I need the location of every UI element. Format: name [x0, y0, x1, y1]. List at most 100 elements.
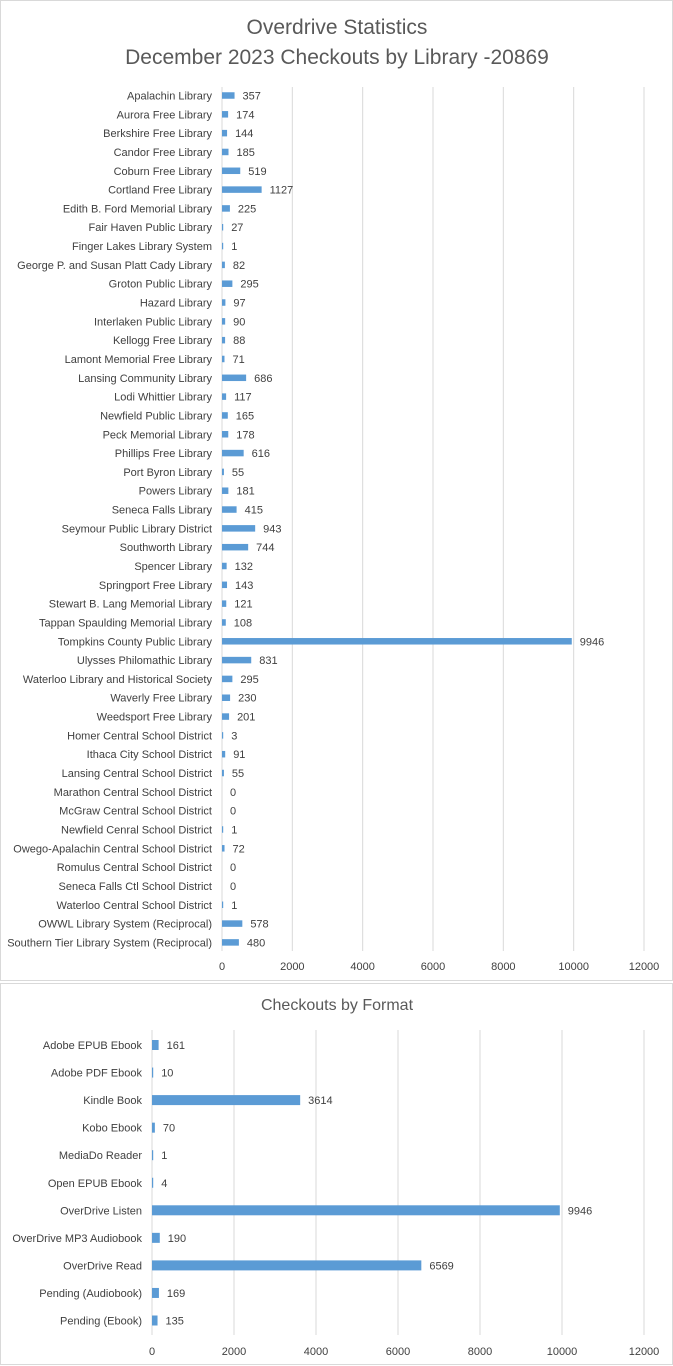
data-label: 169: [167, 1288, 185, 1300]
data-label: 82: [233, 260, 245, 272]
bar: [152, 1260, 422, 1271]
bar: [222, 694, 231, 701]
data-label: 178: [236, 429, 254, 441]
data-label: 121: [234, 599, 252, 611]
category-label: Ulysses Philomathic Library: [77, 655, 213, 667]
category-label: Powers Library: [139, 486, 213, 498]
bar: [152, 1150, 154, 1161]
category-label: OverDrive MP3 Audiobook: [12, 1233, 142, 1245]
library-checkouts-plot: Overdrive Statistics December 2023 Check…: [7, 16, 659, 973]
x-tick-label: 10000: [547, 1346, 578, 1358]
category-label: Adobe EPUB Ebook: [43, 1040, 143, 1052]
category-label: Spencer Library: [134, 561, 212, 573]
data-label: 91: [233, 749, 245, 761]
category-label: Groton Public Library: [109, 279, 213, 291]
data-label: 1: [161, 1150, 167, 1162]
data-label: 3614: [308, 1095, 332, 1107]
bar: [222, 336, 226, 344]
data-label: 108: [234, 617, 252, 629]
category-label: Kobo Ebook: [82, 1123, 142, 1135]
category-label: George P. and Susan Platt Cady Library: [17, 260, 212, 272]
bar: [222, 205, 230, 212]
category-label: Southworth Library: [120, 542, 213, 554]
data-label: 70: [163, 1123, 175, 1135]
bar: [222, 167, 241, 175]
category-label: Kellogg Free Library: [113, 335, 213, 347]
bar: [222, 92, 235, 99]
bar: [222, 619, 226, 626]
category-label: Peck Memorial Library: [103, 429, 213, 441]
category-label: Seymour Public Library District: [62, 523, 212, 535]
data-label: 72: [233, 843, 245, 855]
bar: [152, 1067, 154, 1078]
bar: [152, 1177, 154, 1188]
x-tick-label: 4000: [350, 961, 374, 973]
category-label: Adobe PDF Ebook: [51, 1068, 143, 1080]
category-label: Southern Tier Library System (Reciprocal…: [7, 937, 212, 949]
bar: [222, 374, 247, 382]
bar: [222, 318, 226, 325]
data-label: 97: [233, 298, 245, 310]
bar: [152, 1122, 155, 1133]
category-label: Waterloo Library and Historical Society: [23, 674, 213, 686]
data-label: 0: [230, 862, 236, 874]
data-label: 71: [232, 354, 244, 366]
category-label: Finger Lakes Library System: [72, 241, 212, 253]
category-label: Tappan Spaulding Memorial Library: [39, 617, 213, 629]
data-label: 132: [235, 561, 253, 573]
bar: [222, 581, 228, 589]
data-label: 686: [254, 373, 272, 385]
category-label: Interlaken Public Library: [94, 316, 213, 328]
bar: [222, 261, 225, 269]
data-label: 0: [230, 787, 236, 799]
data-label: 201: [237, 712, 255, 724]
x-tick-label: 6000: [421, 961, 445, 973]
bar: [222, 355, 225, 363]
category-label: Open EPUB Ebook: [48, 1178, 143, 1190]
data-label: 55: [232, 467, 244, 479]
category-label: Aurora Free Library: [117, 109, 213, 121]
x-tick-label: 4000: [304, 1346, 328, 1358]
category-label: Pending (Audiobook): [39, 1288, 142, 1300]
category-label: Lansing Central School District: [62, 768, 212, 780]
data-label: 0: [230, 881, 236, 893]
category-label: Lodi Whittier Library: [114, 392, 212, 404]
x-tick-label: 12000: [629, 1346, 660, 1358]
category-label: OWWL Library System (Reciprocal): [38, 919, 212, 931]
data-label: 1: [231, 900, 237, 912]
bar: [222, 769, 224, 777]
x-tick-label: 0: [219, 961, 225, 973]
format-checkouts-chart: Checkouts by Format 0 2000 4000 6000 8000 100…: [0, 983, 673, 1365]
x-tick-label: 2000: [222, 1346, 246, 1358]
category-label: Homer Central School District: [67, 730, 212, 742]
data-label: 0: [230, 806, 236, 818]
data-label: 185: [237, 147, 255, 159]
data-label: 9946: [580, 636, 604, 648]
x-tick-label: 10000: [558, 961, 589, 973]
data-label: 9946: [568, 1205, 592, 1217]
bar: [152, 1040, 159, 1050]
bar: [222, 487, 229, 494]
bar: [222, 600, 227, 607]
data-label: 943: [263, 523, 281, 535]
data-label: 295: [240, 279, 258, 291]
data-label: 578: [250, 919, 268, 931]
data-label: 55: [232, 768, 244, 780]
data-label: 4: [161, 1178, 167, 1190]
data-label: 174: [236, 109, 254, 121]
data-label: 90: [233, 316, 245, 328]
bar: [222, 562, 227, 570]
data-label: 295: [240, 674, 258, 686]
bar: [222, 656, 252, 664]
category-label: Seneca Falls Ctl School District: [59, 881, 212, 893]
data-label: 161: [167, 1040, 185, 1052]
data-label: 831: [259, 655, 277, 667]
category-label: MediaDo Reader: [59, 1150, 142, 1162]
category-label: Berkshire Free Library: [103, 128, 212, 140]
category-label: Kindle Book: [83, 1095, 142, 1107]
x-tick-label: 8000: [491, 961, 515, 973]
category-label: Hazard Library: [140, 298, 213, 310]
category-label: Lansing Community Library: [78, 373, 212, 385]
category-label: Cortland Free Library: [108, 185, 212, 197]
data-label: 616: [252, 448, 270, 460]
